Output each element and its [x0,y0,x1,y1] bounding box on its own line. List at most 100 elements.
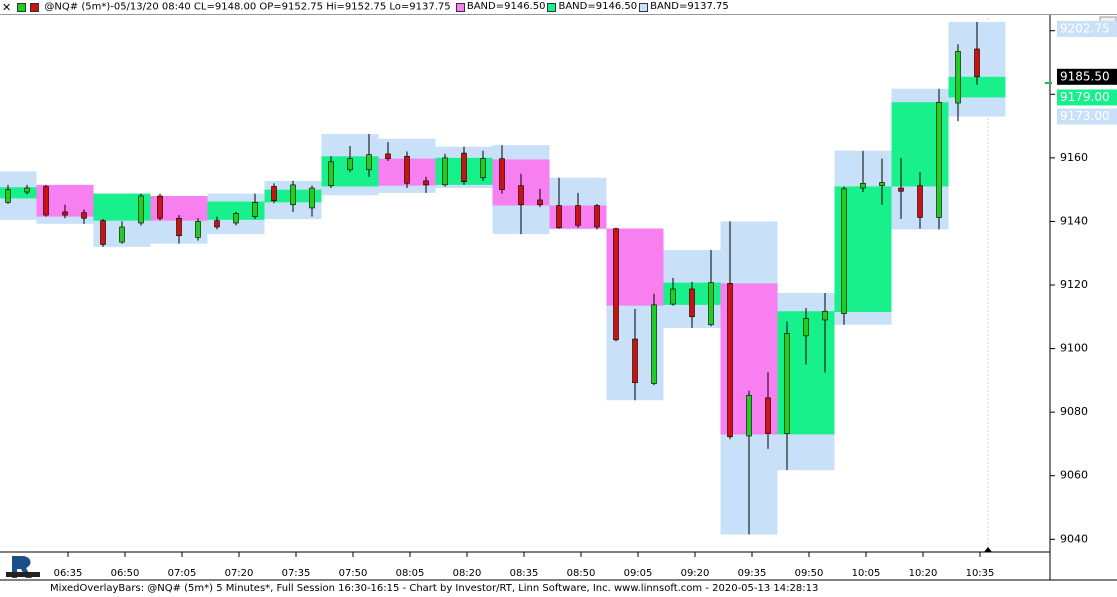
x-tick-label: 09:50 [795,568,824,579]
candle-body [480,158,486,179]
price-marker [1057,89,1117,106]
candle-body [404,155,410,184]
candle-body [708,282,714,326]
candle-body [651,304,657,384]
candle-body [81,212,87,219]
candle-body [385,153,391,159]
candle-body [898,187,904,192]
candle-body [157,195,163,219]
candle-body [765,397,771,434]
candle-body [537,199,543,206]
x-tick-label: 08:05 [396,568,425,579]
candle-body [670,288,676,305]
candle-body [746,395,752,437]
candle-body [594,205,600,228]
candle-body [727,283,733,438]
candle-body [860,182,866,189]
candle-body [632,338,638,384]
header-bands: BAND=9146.50 BAND=9146.50 BAND=9137.75 [454,1,729,13]
candle-body [271,186,277,202]
legend-swatch [455,2,465,12]
candle-body [556,205,562,229]
candle-body [803,318,809,337]
legend-swatch [547,2,557,12]
icon [30,3,40,12]
y-tick-label: 9060 [1060,469,1088,482]
y-tick-label: 9040 [1060,532,1088,545]
x-tick-label: 08:35 [510,568,539,579]
header-title: @NQ# (5m*)-05/13/20 08:40 CL=9148.00 OP=… [44,1,451,13]
cursor-marker [984,547,992,552]
candle-body [974,48,980,78]
legend-label: BAND=9146.50 [466,1,546,12]
x-tick-label: 07:35 [282,568,311,579]
y-tick-label: 9140 [1060,214,1088,227]
candle-body [138,195,144,224]
candle-body [366,154,372,171]
candle-body [822,310,828,321]
y-tick-label: 9120 [1060,278,1088,291]
candle-body [43,186,49,216]
price-marker-label: 9185.50 [1060,69,1110,83]
candle-body [328,161,334,186]
candle-body [290,184,296,206]
x-tick-label: 10:05 [852,568,881,579]
price-marker [1057,108,1117,125]
candle-body [100,220,106,245]
candle-body [176,217,182,237]
candle-body [5,189,11,203]
candle-body [62,211,68,216]
candle-body [518,185,524,206]
x-tick-label: 08:20 [453,568,482,579]
x-tick-label: 06:50 [111,568,140,579]
x-tick-label: 09:20 [681,568,710,579]
candle-body [309,187,315,209]
price-marker-label: 9179.00 [1060,90,1110,104]
candle-body [233,213,239,224]
y-tick-label: 9160 [1060,151,1088,164]
candle-body [499,158,505,190]
candle-body [917,185,923,218]
legend-label: BAND=9137.75 [650,1,729,12]
candle-body [784,333,790,434]
price-marker [1057,68,1117,85]
x-tick-label: 07:20 [225,568,254,579]
candle-body [461,152,467,182]
price-marker-label: 9202.75 [1060,22,1110,36]
price-marker [1057,21,1117,37]
candle-body [936,101,942,218]
logo [6,556,40,578]
band-body [948,76,1006,98]
icon [17,3,27,12]
plot-area [0,21,1006,535]
x-tick-label: 08:50 [567,568,596,579]
candle-body [252,202,258,217]
x-tick-label: 09:05 [624,568,653,579]
candle-body [613,228,619,341]
price-marker-label: 9173.00 [1060,109,1110,123]
candle-body [442,157,448,186]
header: ✕ @NQ# (5m*)-05/13/20 08:40 CL=9148.00 O… [0,0,1117,15]
footer: MixedOverlayBars: @NQ# (5m*) 5 Minutes*,… [50,583,819,594]
x-tick-label: 09:35 [738,568,767,579]
legend-label: BAND=9146.50 [558,1,638,12]
candle-body [689,288,695,318]
candle-body [423,180,429,186]
candle-body [879,182,885,186]
band-body [207,201,265,220]
candle-body [24,187,30,193]
close-button[interactable]: ✕ [2,0,12,14]
candle-body [347,158,353,171]
x-tick-label: 07:50 [339,568,368,579]
candle-body [119,226,125,243]
candle-body [841,188,847,314]
x-tick-label: 10:35 [966,568,995,579]
x-tick-label: 07:05 [168,568,197,579]
x-tick-label: 10:20 [909,568,938,579]
candle-body [575,205,581,226]
y-tick-label: 9100 [1060,342,1088,355]
candle-body [195,221,201,238]
candle-body [214,220,220,228]
